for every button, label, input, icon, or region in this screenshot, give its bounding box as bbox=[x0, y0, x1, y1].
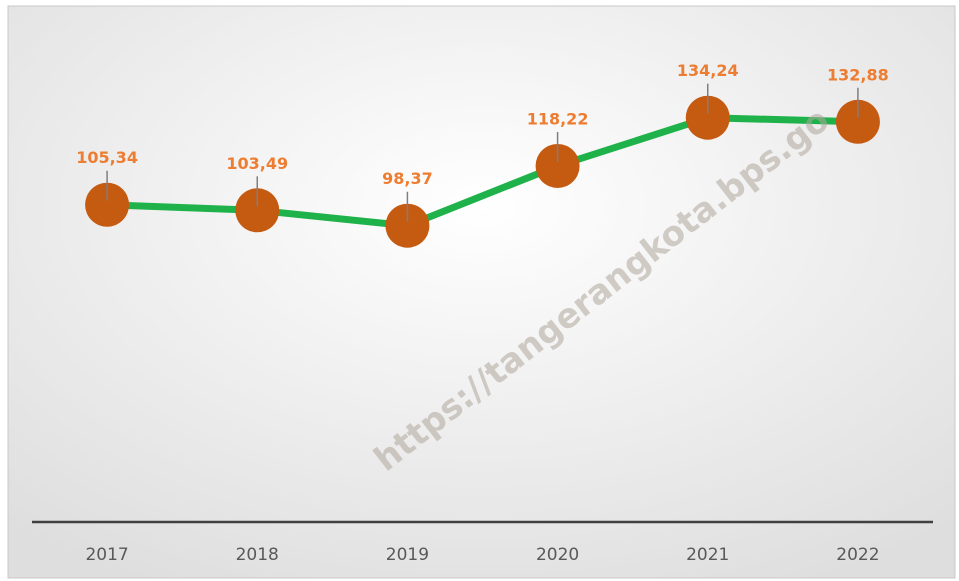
marker bbox=[535, 143, 580, 188]
data-label: 105,34 bbox=[76, 148, 138, 167]
x-tick-label: 2018 bbox=[236, 545, 279, 565]
x-tick-label: 2017 bbox=[85, 545, 128, 565]
x-tick-label: 2021 bbox=[686, 545, 729, 565]
data-label: 134,24 bbox=[677, 61, 739, 80]
data-label: 132,88 bbox=[827, 65, 889, 84]
data-label: 118,22 bbox=[527, 109, 589, 128]
marker bbox=[235, 188, 280, 233]
marker bbox=[835, 99, 880, 144]
marker bbox=[85, 182, 130, 227]
x-tick-label: 2022 bbox=[836, 545, 879, 565]
data-label: 98,37 bbox=[382, 169, 433, 188]
x-tick-label: 2019 bbox=[386, 545, 429, 565]
data-label: 103,49 bbox=[226, 154, 288, 173]
marker bbox=[685, 95, 730, 140]
marker bbox=[385, 203, 430, 248]
x-tick-label: 2020 bbox=[536, 545, 579, 565]
chart-background bbox=[7, 5, 956, 579]
line bbox=[106, 114, 859, 230]
